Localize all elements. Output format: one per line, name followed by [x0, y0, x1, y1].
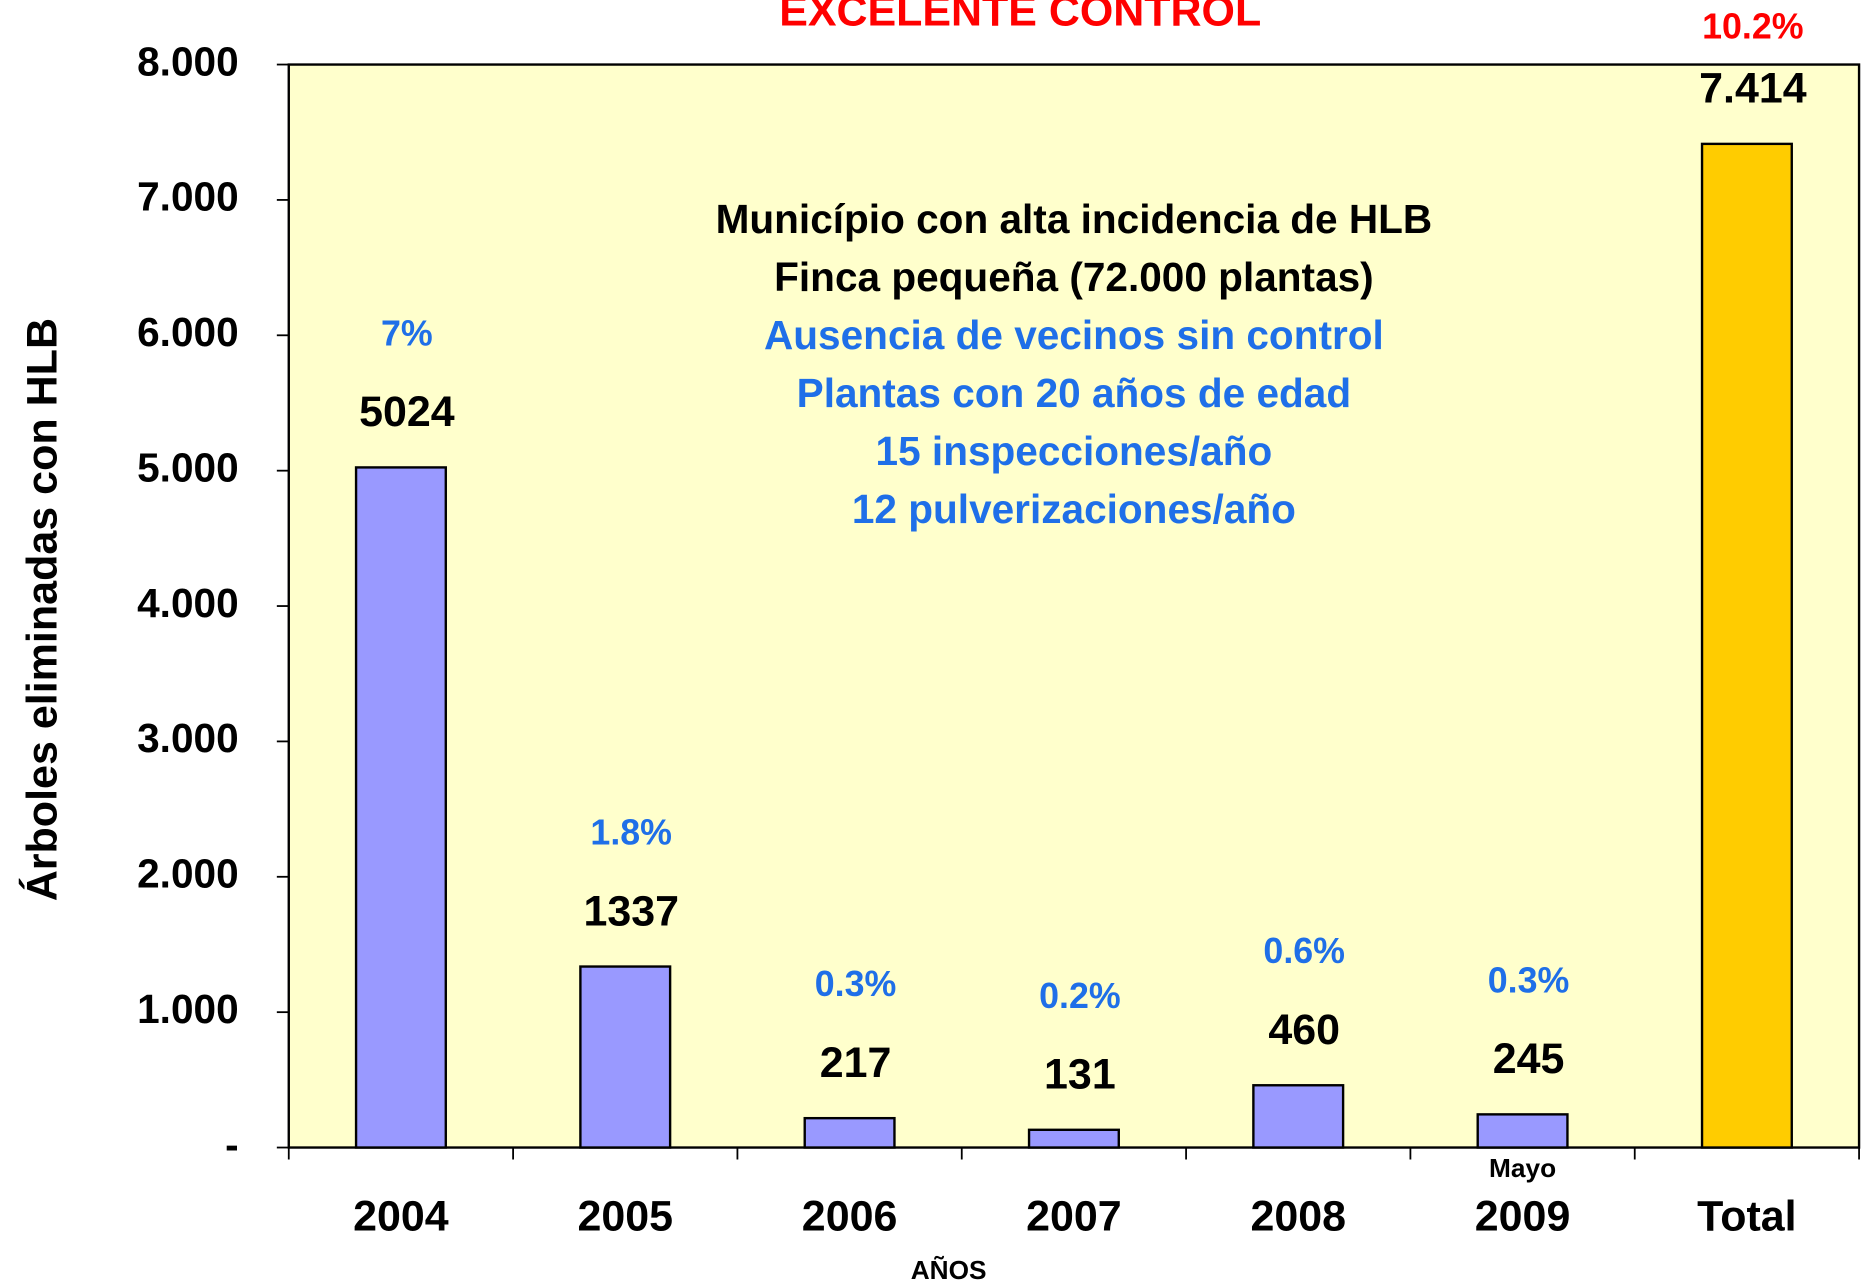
annotation: 15 inspecciones/año	[876, 428, 1273, 474]
annotation: Município con alta incidencia de HLB	[716, 196, 1433, 242]
bar	[1476, 1113, 1569, 1149]
value-label: 460	[1268, 1006, 1340, 1054]
value-label: 1337	[583, 887, 679, 935]
percent-label: 0.3%	[815, 964, 897, 1004]
percent-label: 1.8%	[590, 813, 672, 853]
y-tick-label: 6.000	[137, 309, 239, 355]
annotation: Plantas con 20 años de edad	[797, 370, 1351, 416]
category-note: Mayo	[1489, 1153, 1556, 1183]
x-tick-label: 2006	[802, 1193, 898, 1241]
bar	[1252, 1084, 1345, 1149]
y-tick-label: 7.000	[137, 174, 239, 220]
y-tick-label: 5.000	[137, 444, 239, 490]
bar	[1700, 142, 1793, 1149]
percent-label: 7%	[381, 313, 433, 353]
x-tick-label: 2004	[353, 1193, 449, 1241]
bar	[1027, 1128, 1120, 1149]
x-tick-label: 2005	[577, 1193, 673, 1241]
x-tick-label: 2007	[1026, 1193, 1122, 1241]
y-tick-label: 1.000	[137, 986, 239, 1032]
y-tick-label: 4.000	[137, 580, 239, 626]
percent-label: 0.2%	[1039, 976, 1121, 1016]
y-tick-label: 8.000	[137, 38, 239, 84]
y-axis-label: Árboles eliminadas con HLB	[19, 318, 67, 901]
value-label: 245	[1493, 1035, 1565, 1083]
value-label: 5024	[359, 388, 455, 436]
x-tick-label: 2008	[1250, 1193, 1346, 1241]
annotation: Finca pequeña (72.000 plantas)	[774, 254, 1374, 300]
y-tick-label: 2.000	[137, 850, 239, 896]
plot-area	[287, 63, 1861, 1149]
value-label: 217	[820, 1039, 892, 1087]
annotation: 12 pulverizaciones/año	[852, 486, 1296, 532]
percent-label: 10.2%	[1702, 7, 1803, 47]
percent-label: 0.6%	[1263, 931, 1345, 971]
chart-title: EXCELENTE CONTROL	[779, 0, 1261, 36]
value-label: 7.414	[1699, 65, 1807, 113]
bar	[579, 965, 672, 1149]
x-tick-label: Total	[1697, 1193, 1796, 1241]
y-tick-label: 3.000	[137, 715, 239, 761]
bar	[803, 1116, 896, 1149]
percent-label: 0.3%	[1488, 960, 1570, 1000]
value-label: 131	[1044, 1051, 1116, 1099]
annotation: Ausencia de vecinos sin control	[764, 312, 1384, 358]
y-tick-label: -	[225, 1121, 239, 1167]
bar	[354, 466, 447, 1149]
x-tick-label: 2009	[1475, 1193, 1571, 1241]
x-axis-label: AÑOS	[911, 1255, 987, 1285]
